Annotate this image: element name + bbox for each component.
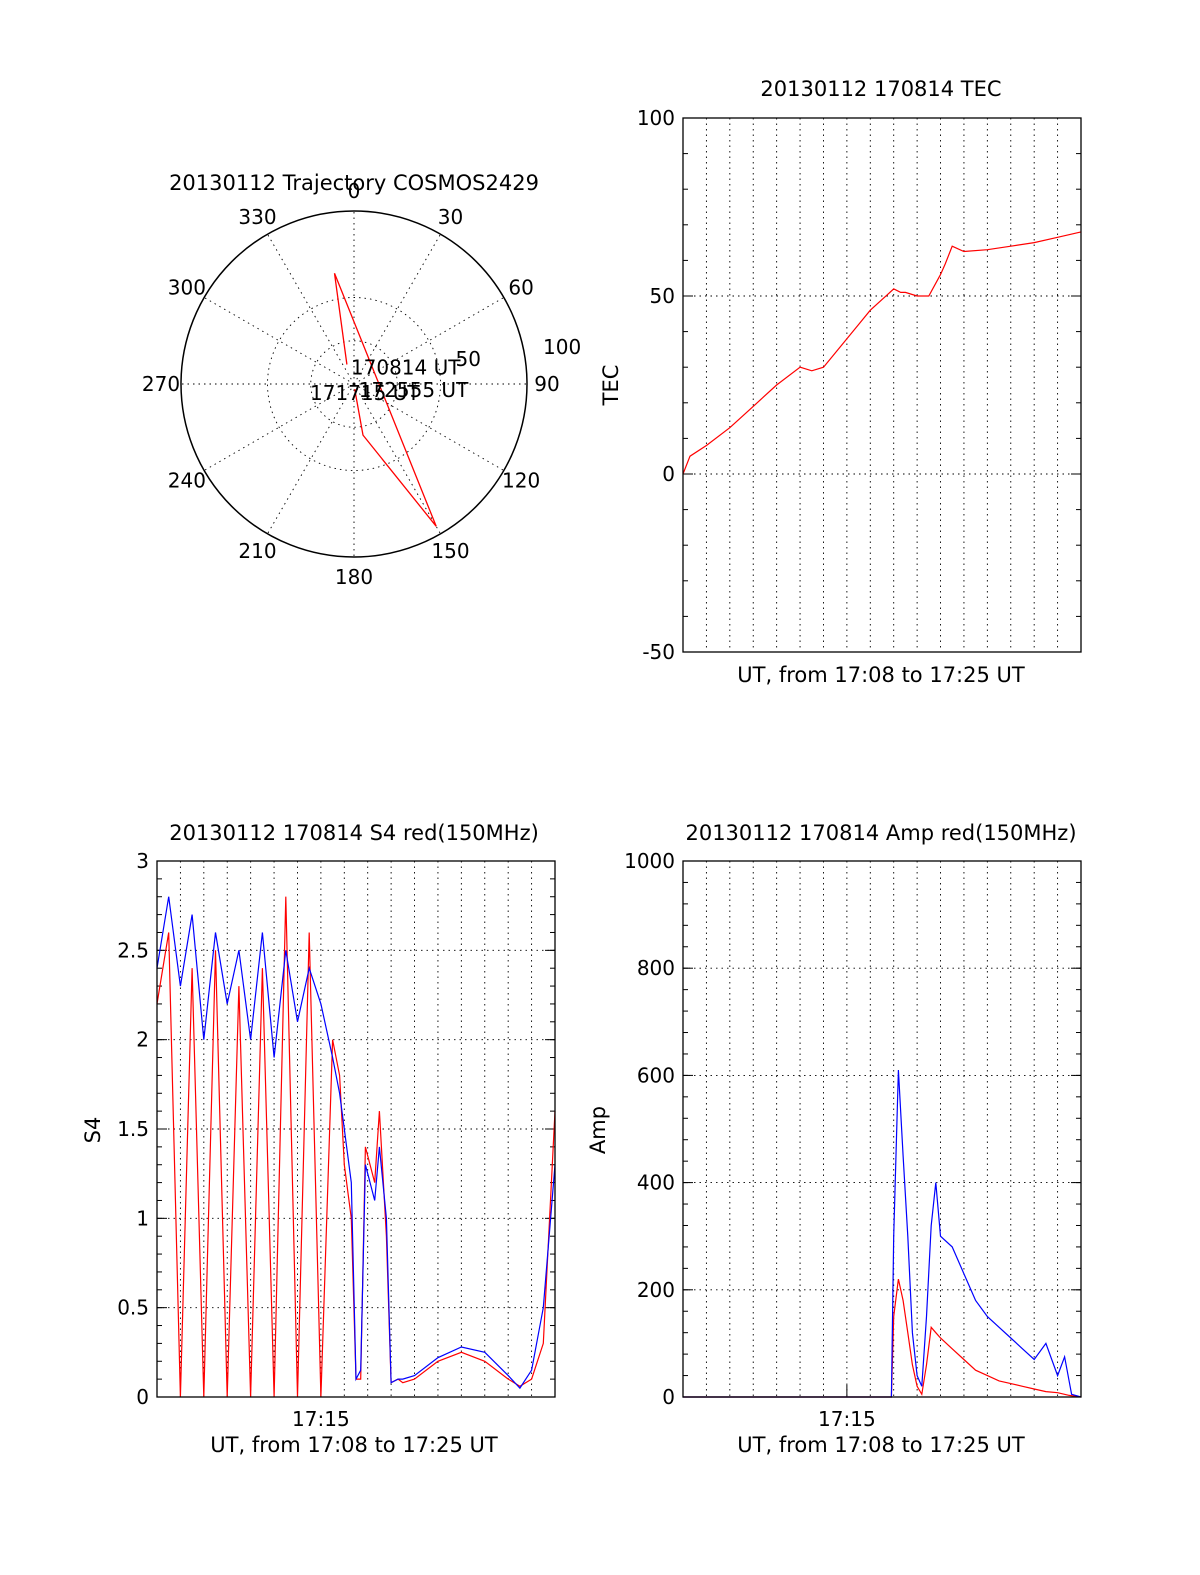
trajectory-middle-label: 171715 UT	[310, 381, 420, 405]
tec-plot-frame	[682, 117, 1082, 653]
y-tick-label: 0.5	[117, 1296, 149, 1320]
y-tick-label: 2	[136, 1028, 149, 1052]
polar-azimuth-label: 240	[168, 469, 206, 493]
polar-spoke	[203, 297, 355, 385]
polar-azimuth-label: 180	[335, 565, 373, 589]
polar-spoke	[267, 383, 355, 535]
tec-ylabel: TEC	[599, 365, 623, 407]
s4-xlabel: UT, from 17:08 to 17:25 UT	[210, 1433, 498, 1457]
y-tick-label: 1000	[624, 849, 675, 873]
trajectory-end-label: 172555 UT	[359, 378, 469, 402]
polar-ring	[267, 297, 441, 471]
polar-azimuth-label: 210	[238, 539, 276, 563]
x-tick-label: 17:15	[818, 1407, 876, 1431]
amp-xlabel: UT, from 17:08 to 17:25 UT	[737, 1433, 1025, 1457]
amp-panel: 20130112 170814 Amp red(150MHz) UT, from…	[586, 821, 1082, 1457]
tec-series-red-line	[682, 231, 1082, 475]
y-tick-label: 50	[650, 284, 675, 308]
s4-plot-frame	[156, 860, 556, 1398]
polar-ring-label: 100	[543, 335, 581, 359]
y-tick-label: 600	[637, 1063, 675, 1087]
trajectory-line	[333, 273, 437, 527]
amp-title: 20130112 170814 Amp red(150MHz)	[685, 821, 1076, 845]
y-tick-label: 400	[637, 1171, 675, 1195]
polar-trajectory-panel: 20130112 Trajectory COSMOS2429 0 30 60 90 12…	[142, 171, 581, 589]
polar-title: 20130112 Trajectory COSMOS2429	[169, 171, 539, 195]
polar-azimuth-label: 90	[534, 372, 559, 396]
polar-spoke	[353, 297, 505, 385]
polar-ring	[310, 340, 398, 428]
polar-azimuth-label: 270	[142, 372, 180, 396]
y-tick-label: 0	[662, 1385, 675, 1409]
polar-azimuth-label: 0	[348, 179, 361, 203]
amp-plot-frame	[682, 860, 1082, 1398]
y-tick-label: 0	[662, 462, 675, 486]
s4-series-red-line	[156, 896, 556, 1398]
tec-panel: 20130112 170814 TEC UT, from 17:08 to 17…	[599, 77, 1082, 687]
y-tick-label: 3	[136, 849, 149, 873]
s4-series-blue-line	[156, 896, 556, 1390]
y-tick-label: -50	[642, 640, 675, 664]
polar-azimuth-label: 120	[502, 469, 540, 493]
polar-azimuth-label: 150	[431, 539, 469, 563]
s4-title: 20130112 170814 S4 red(150MHz)	[169, 821, 539, 845]
polar-ring-label: 50	[456, 347, 481, 371]
polar-spoke	[203, 383, 355, 471]
x-tick-label: 17:15	[292, 1407, 350, 1431]
y-tick-label: 200	[637, 1278, 675, 1302]
y-tick-label: 1.5	[117, 1117, 149, 1141]
polar-azimuth-label: 60	[508, 276, 533, 300]
s4-panel: 20130112 170814 S4 red(150MHz) UT, from …	[81, 821, 556, 1457]
amp-ylabel: Amp	[586, 1106, 610, 1154]
tec-title: 20130112 170814 TEC	[760, 77, 1001, 101]
trajectory-start-label: 170814 UT	[351, 355, 461, 379]
s4-ylabel: S4	[81, 1117, 105, 1144]
y-tick-label: 2.5	[117, 938, 149, 962]
polar-azimuth-label: 30	[438, 205, 463, 229]
y-tick-label: 0	[136, 1385, 149, 1409]
polar-outer-circle	[180, 210, 528, 558]
polar-spoke	[267, 233, 355, 385]
y-tick-label: 100	[637, 106, 675, 130]
polar-azimuth-label: 300	[168, 276, 206, 300]
amp-series-red-line	[683, 1278, 1082, 1398]
tec-xlabel: UT, from 17:08 to 17:25 UT	[737, 663, 1025, 687]
y-tick-label: 800	[637, 956, 675, 980]
amp-series-blue-line	[683, 1069, 1082, 1398]
polar-azimuth-label: 330	[238, 205, 276, 229]
polar-spoke	[353, 383, 505, 471]
y-tick-label: 1	[136, 1206, 149, 1230]
polar-spoke	[353, 383, 441, 535]
